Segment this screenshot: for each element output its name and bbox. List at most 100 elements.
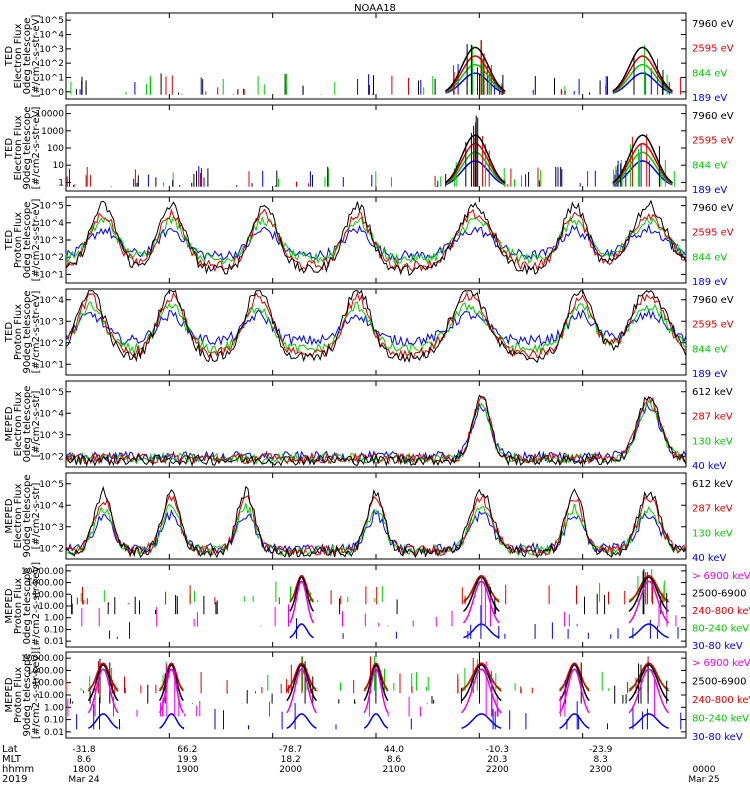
y-tick-label: 10000: [35, 110, 64, 120]
x-annotation-value: -10.3: [486, 745, 509, 755]
series-hump: [628, 576, 670, 612]
y-tick-label: 10^5: [39, 480, 64, 490]
series-hump: [628, 623, 669, 639]
series-hump: [461, 662, 502, 692]
legend-entry: 2500-6900: [692, 677, 747, 688]
y-tick-label: 10^2: [39, 59, 64, 69]
x-annotation-value: 66.2: [177, 745, 197, 755]
y-axis-label-line: TED: [4, 230, 15, 251]
series-hump: [286, 662, 317, 692]
legend-entry: 612 keV: [692, 387, 733, 398]
legend-entry: 287 keV: [692, 412, 733, 423]
y-tick-label: 0.10: [44, 716, 64, 726]
y-tick-label: 1000.00: [27, 579, 64, 589]
y-tick-label: 10000.00: [21, 567, 64, 577]
series-hump: [445, 72, 506, 94]
series-hump: [286, 668, 318, 714]
series-hump: [363, 664, 389, 702]
y-tick-label: 10^2: [39, 339, 64, 349]
series-hump: [363, 662, 389, 692]
y-tick-label: 10^3: [39, 317, 64, 327]
y-axis-label-line: [#/cm2-s-str-eV]: [31, 107, 42, 190]
series-hump: [628, 668, 669, 690]
y-tick-label: 10^5: [39, 16, 64, 26]
legend-entry: 844 eV: [692, 68, 727, 79]
y-axis-label-line: [#/cm2-s-str]: [31, 482, 42, 549]
legend-entry: 7960 eV: [692, 111, 734, 122]
x-annotation-value: 0000: [693, 765, 716, 775]
y-tick-label: 0.01: [44, 728, 64, 738]
series-hump: [158, 668, 184, 714]
y-tick-label: 0.10: [44, 625, 64, 635]
y-axis-label-line: 0deg telescope: [22, 18, 33, 95]
y-tick-label: 10000.00: [21, 654, 64, 664]
x-annotation-value: 1800: [73, 765, 96, 775]
legend-entry: 7960 eV: [692, 203, 734, 214]
legend-entry: 240-800 keV: [692, 695, 750, 706]
x-annotation-value: Mar 25: [688, 775, 719, 785]
y-tick-label: 10^5: [39, 388, 64, 398]
series-hump: [612, 160, 673, 186]
y-axis-label-line: [#/cm2-s-str]: [31, 390, 42, 457]
series-hump: [558, 664, 590, 702]
legend-entry: > 6900 keV: [692, 658, 750, 669]
series-hump: [289, 574, 315, 603]
series-hump: [445, 63, 506, 94]
y-axis-label-line: [#/cm2-s-str-eV]: [31, 199, 42, 282]
y-axis-label-line: Electron Flux: [13, 391, 24, 456]
series-trace: [65, 394, 687, 468]
legend-entry: 189 eV: [692, 369, 727, 380]
y-tick-label: 10^4: [39, 501, 64, 511]
y-tick-label: 100.00: [33, 679, 65, 689]
series-hump: [87, 664, 119, 702]
y-axis-label-line: MEPED: [4, 498, 15, 533]
x-annotation-value: -31.8: [72, 745, 96, 755]
y-tick-label: 1.00: [44, 614, 64, 624]
panel-frame: [65, 12, 687, 100]
y-axis-label-line: MEPED: [4, 588, 15, 623]
legend-entry: 7960 eV: [692, 295, 734, 306]
y-axis-label-line: Electron Flux: [13, 23, 24, 88]
legend-entry: 2595 eV: [692, 320, 734, 331]
series-hump: [461, 664, 502, 702]
y-tick-label: 1000: [41, 127, 64, 137]
series-hump: [289, 576, 315, 612]
series-hump: [87, 668, 119, 714]
y-tick-label: 1000.00: [27, 666, 64, 676]
legend-entry: 189 eV: [692, 185, 727, 196]
legend-entry: 844 eV: [692, 160, 727, 171]
series-hump: [628, 580, 670, 624]
series-trace: [65, 208, 687, 272]
y-tick-label: 10^3: [39, 431, 64, 441]
x-annotation-row-label: hhmm: [2, 764, 34, 775]
y-tick-label: 100.00: [33, 590, 65, 600]
legend-entry: 80-240 keV: [692, 714, 749, 725]
y-tick-label: 10^3: [39, 236, 64, 246]
series-hump: [612, 151, 673, 185]
y-axis-label-line: MEPED: [4, 406, 15, 441]
series-hump: [612, 46, 673, 92]
y-tick-label: 10.00: [38, 602, 64, 612]
legend-entry: 240-800 keV: [692, 606, 750, 617]
y-tick-label: 10^4: [39, 409, 64, 419]
y-tick-label: 10^2: [39, 544, 64, 554]
y-axis-label-line: [#/cm2-s-str-keV]: [31, 562, 42, 650]
legend-entry: 130 keV: [692, 528, 733, 539]
series-hump: [559, 662, 590, 692]
y-tick-label: 10: [53, 161, 65, 171]
y-tick-label: 10^4: [39, 219, 64, 229]
x-annotation-value: Mar 24: [68, 775, 100, 785]
y-axis-label-line: [#/cm2-s-str-eV]: [31, 15, 42, 98]
x-annotation-value: 20.3: [487, 755, 507, 765]
y-axis-label-line: 90deg telescope: [22, 106, 33, 189]
y-axis-label-line: 0deg telescope: [22, 202, 33, 279]
series-hump: [286, 664, 318, 702]
y-tick-label: 100: [47, 144, 64, 154]
series-trace: [65, 215, 687, 265]
